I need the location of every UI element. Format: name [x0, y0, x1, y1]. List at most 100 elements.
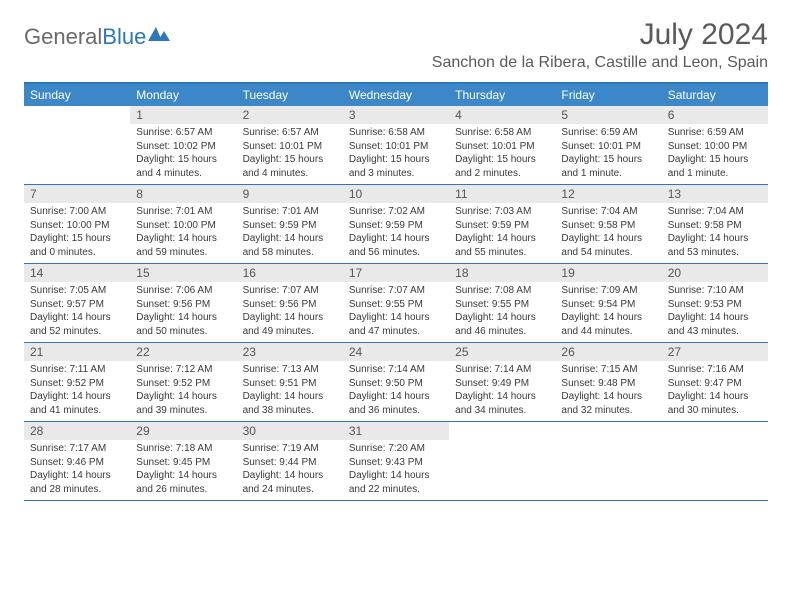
- calendar-day: 30Sunrise: 7:19 AMSunset: 9:44 PMDayligh…: [237, 422, 343, 500]
- calendar-day: 25Sunrise: 7:14 AMSunset: 9:49 PMDayligh…: [449, 343, 555, 421]
- sunset-line: Sunset: 9:55 PM: [455, 298, 549, 312]
- calendar-day: 3Sunrise: 6:58 AMSunset: 10:01 PMDayligh…: [343, 106, 449, 184]
- sunset-line: Sunset: 9:55 PM: [349, 298, 443, 312]
- calendar-day: 2Sunrise: 6:57 AMSunset: 10:01 PMDayligh…: [237, 106, 343, 184]
- sunrise-line: Sunrise: 7:10 AM: [668, 284, 762, 298]
- daylight-line: Daylight: 15 hours and 1 minute.: [561, 153, 655, 180]
- calendar-day: 10Sunrise: 7:02 AMSunset: 9:59 PMDayligh…: [343, 185, 449, 263]
- sunrise-line: Sunrise: 7:20 AM: [349, 442, 443, 456]
- day-number: 26: [555, 343, 661, 361]
- daylight-line: Daylight: 14 hours and 32 minutes.: [561, 390, 655, 417]
- day-number: 24: [343, 343, 449, 361]
- day-details: Sunrise: 7:07 AMSunset: 9:55 PMDaylight:…: [343, 282, 449, 342]
- weekday-header: Monday: [130, 84, 236, 106]
- calendar-day: 17Sunrise: 7:07 AMSunset: 9:55 PMDayligh…: [343, 264, 449, 342]
- calendar-day: 4Sunrise: 6:58 AMSunset: 10:01 PMDayligh…: [449, 106, 555, 184]
- day-number: 25: [449, 343, 555, 361]
- weekday-header: Tuesday: [237, 84, 343, 106]
- calendar-week: 21 Sunrise: 7:11 AM Sunset: 9:52 PM Dayligh…: [24, 343, 768, 422]
- day-details: Sunrise: 7:01 AMSunset: 10:00 PMDaylight…: [130, 203, 236, 263]
- calendar-day: [662, 422, 768, 500]
- sunset-line: Sunset: 9:59 PM: [243, 219, 337, 233]
- calendar-day: 26Sunrise: 7:15 AMSunset: 9:48 PMDayligh…: [555, 343, 661, 421]
- month-title: July 2024: [432, 18, 768, 52]
- calendar-day: 7Sunrise: 7:00 AMSunset: 10:00 PMDayligh…: [24, 185, 130, 263]
- day-details: Sunrise: 6:58 AMSunset: 10:01 PMDaylight…: [343, 124, 449, 184]
- day-number: 5: [555, 106, 661, 124]
- calendar-day: 14Sunrise: 7:05 AMSunset: 9:57 PMDayligh…: [24, 264, 130, 342]
- title-block: July 2024 Sanchon de la Ribera, Castille…: [432, 18, 768, 72]
- calendar-day: 18Sunrise: 7:08 AMSunset: 9:55 PMDayligh…: [449, 264, 555, 342]
- sunset-line: Sunset: 10:01 PM: [561, 140, 655, 154]
- daylight-line: Daylight: 15 hours and 1 minute.: [668, 153, 762, 180]
- calendar-day: 21Sunrise: 7:11 AMSunset: 9:52 PMDayligh…: [24, 343, 130, 421]
- brand-logo: GeneralBlue: [24, 24, 172, 50]
- sunrise-line: Sunrise: 7:09 AM: [561, 284, 655, 298]
- sunset-line: Sunset: 9:58 PM: [668, 219, 762, 233]
- sunset-line: Sunset: 9:49 PM: [455, 377, 549, 391]
- day-details: Sunrise: 7:09 AMSunset: 9:54 PMDaylight:…: [555, 282, 661, 342]
- sunset-line: Sunset: 9:44 PM: [243, 456, 337, 470]
- daylight-line: Daylight: 15 hours and 4 minutes.: [243, 153, 337, 180]
- daylight-line: Daylight: 14 hours and 47 minutes.: [349, 311, 443, 338]
- sunset-line: Sunset: 10:01 PM: [243, 140, 337, 154]
- sunrise-line: Sunrise: 7:16 AM: [668, 363, 762, 377]
- brand-triangle-icon: [148, 25, 172, 48]
- calendar: SundayMondayTuesdayWednesdayThursdayFrid…: [24, 82, 768, 501]
- sunrise-line: Sunrise: 7:00 AM: [30, 205, 124, 219]
- sunrise-line: Sunrise: 7:13 AM: [243, 363, 337, 377]
- calendar-day: 23Sunrise: 7:13 AMSunset: 9:51 PMDayligh…: [237, 343, 343, 421]
- brand-part1: General: [24, 24, 102, 49]
- daylight-line: Daylight: 14 hours and 55 minutes.: [455, 232, 549, 259]
- day-details: Sunrise: 7:01 AMSunset: 9:59 PMDaylight:…: [237, 203, 343, 263]
- sunset-line: Sunset: 9:52 PM: [136, 377, 230, 391]
- sunrise-line: Sunrise: 7:03 AM: [455, 205, 549, 219]
- daylight-line: Daylight: 15 hours and 4 minutes.: [136, 153, 230, 180]
- daylight-line: Daylight: 14 hours and 41 minutes.: [30, 390, 124, 417]
- day-number: 19: [555, 264, 661, 282]
- day-number: 22: [130, 343, 236, 361]
- day-number: 18: [449, 264, 555, 282]
- sunset-line: Sunset: 9:50 PM: [349, 377, 443, 391]
- daylight-line: Daylight: 14 hours and 49 minutes.: [243, 311, 337, 338]
- sunset-line: Sunset: 9:56 PM: [136, 298, 230, 312]
- sunset-line: Sunset: 10:01 PM: [455, 140, 549, 154]
- sunrise-line: Sunrise: 7:06 AM: [136, 284, 230, 298]
- sunrise-line: Sunrise: 7:07 AM: [349, 284, 443, 298]
- day-details: Sunrise: 7:15 AMSunset: 9:48 PMDaylight:…: [555, 361, 661, 421]
- day-number: 21: [24, 343, 130, 361]
- day-number: 31: [343, 422, 449, 440]
- sunrise-line: Sunrise: 6:58 AM: [349, 126, 443, 140]
- sunset-line: Sunset: 9:43 PM: [349, 456, 443, 470]
- sunrise-line: Sunrise: 7:19 AM: [243, 442, 337, 456]
- sunrise-line: Sunrise: 7:04 AM: [561, 205, 655, 219]
- calendar-day: [24, 106, 130, 184]
- day-details: Sunrise: 7:20 AMSunset: 9:43 PMDaylight:…: [343, 440, 449, 500]
- daylight-line: Daylight: 14 hours and 44 minutes.: [561, 311, 655, 338]
- day-number: 28: [24, 422, 130, 440]
- calendar-week: 7Sunrise: 7:00 AMSunset: 10:00 PMDayligh…: [24, 185, 768, 264]
- day-details: Sunrise: 7:18 AMSunset: 9:45 PMDaylight:…: [130, 440, 236, 500]
- daylight-line: Daylight: 14 hours and 43 minutes.: [668, 311, 762, 338]
- sunset-line: Sunset: 9:45 PM: [136, 456, 230, 470]
- day-number: 7: [24, 185, 130, 203]
- day-details: Sunrise: 6:59 AMSunset: 10:00 PMDaylight…: [662, 124, 768, 184]
- calendar-week: 1Sunrise: 6:57 AMSunset: 10:02 PMDayligh…: [24, 106, 768, 185]
- calendar-week: 28Sunrise: 7:17 AMSunset: 9:46 PMDayligh…: [24, 422, 768, 501]
- sunset-line: Sunset: 9:59 PM: [349, 219, 443, 233]
- day-details: Sunrise: 7:06 AMSunset: 9:56 PMDaylight:…: [130, 282, 236, 342]
- daylight-line: Daylight: 14 hours and 26 minutes.: [136, 469, 230, 496]
- daylight-line: Daylight: 14 hours and 28 minutes.: [30, 469, 124, 496]
- day-number: 12: [555, 185, 661, 203]
- day-number: 15: [130, 264, 236, 282]
- daylight-line: Daylight: 14 hours and 36 minutes.: [349, 390, 443, 417]
- sunrise-line: Sunrise: 7:11 AM: [30, 363, 124, 377]
- daylight-line: Daylight: 14 hours and 52 minutes.: [30, 311, 124, 338]
- day-number: 8: [130, 185, 236, 203]
- day-number: 16: [237, 264, 343, 282]
- calendar-day: 20Sunrise: 7:10 AMSunset: 9:53 PMDayligh…: [662, 264, 768, 342]
- day-details: Sunrise: 6:57 AMSunset: 10:02 PMDaylight…: [130, 124, 236, 184]
- sunset-line: Sunset: 9:51 PM: [243, 377, 337, 391]
- calendar-day: 13Sunrise: 7:04 AMSunset: 9:58 PMDayligh…: [662, 185, 768, 263]
- day-number: 13: [662, 185, 768, 203]
